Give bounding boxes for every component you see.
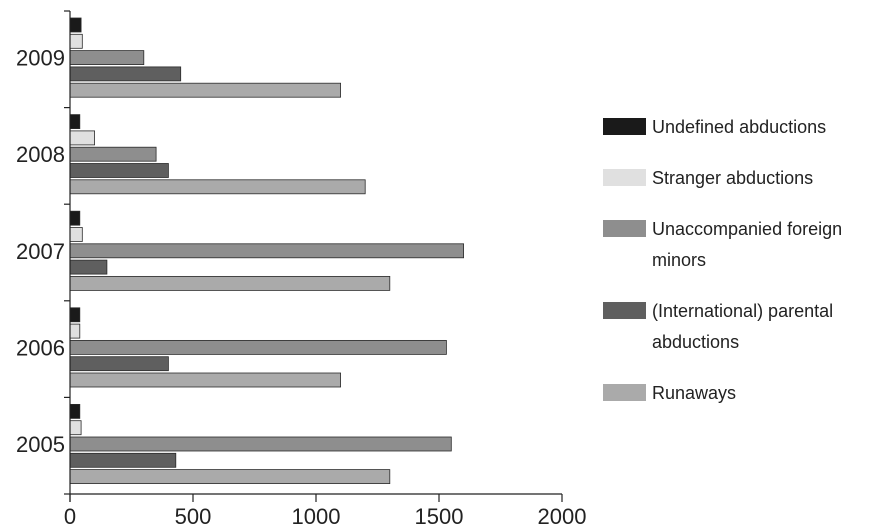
- bar-2005-stranger-abductions: [69, 420, 82, 436]
- legend-swatch-undefined-abductions: [603, 118, 646, 135]
- bar-2007-stranger-abductions: [69, 227, 83, 242]
- bar-2009-unaccompanied-foreign-minors: [69, 50, 145, 65]
- legend-item-undefined-abductions: Undefined abductions: [603, 112, 868, 143]
- bar-2008-unaccompanied-foreign-minors: [69, 146, 157, 162]
- bar-2006-international-parental-abductions: [69, 356, 169, 372]
- y-tick-label-2009: 2009: [16, 46, 65, 71]
- legend-label-parental-abductions: (International) parental abductions: [652, 301, 834, 352]
- legend-item-stranger-abductions: Stranger abductions: [603, 163, 868, 194]
- y-tick-label-2007: 2007: [16, 239, 65, 264]
- bar-2007-unaccompanied-foreign-minors: [69, 243, 465, 259]
- bar-2007-international-parental-abductions: [69, 259, 108, 275]
- y-tick-label-2006: 2006: [16, 335, 65, 360]
- bar-2005-unaccompanied-foreign-minors: [69, 436, 452, 452]
- bar-2007-undefined-abductions: [69, 210, 81, 226]
- bar-2008-stranger-abductions: [69, 130, 96, 146]
- legend-item-unaccompanied-foreign-minors: Unaccompanied foreign minors: [603, 214, 868, 276]
- bar-2006-undefined-abductions: [69, 307, 81, 323]
- bar-2009-runaways: [69, 82, 342, 98]
- legend-swatch-stranger-abductions: [603, 169, 646, 186]
- bar-2009-stranger-abductions: [69, 33, 83, 49]
- bar-2006-runaways: [69, 372, 342, 388]
- bar-2008-international-parental-abductions: [69, 163, 169, 178]
- legend-label-stranger-abductions: Stranger abductions: [652, 168, 814, 188]
- x-tick-label-1500: 1500: [415, 504, 464, 527]
- bar-2009-international-parental-abductions: [69, 66, 182, 82]
- legend-swatch-parental-abductions: [603, 302, 646, 319]
- bar-2005-runaways: [69, 469, 391, 485]
- legend-swatch-unaccompanied-foreign-minors: [603, 220, 646, 237]
- bar-2006-unaccompanied-foreign-minors: [69, 339, 447, 355]
- bar-2008-undefined-abductions: [69, 114, 81, 129]
- x-tick-label-500: 500: [175, 504, 212, 527]
- bar-2007-runaways: [69, 275, 391, 291]
- bar-2009-undefined-abductions: [69, 17, 82, 33]
- bar-2008-runaways: [69, 179, 366, 195]
- y-tick-label-2005: 2005: [16, 432, 65, 457]
- bar-2005-international-parental-abductions: [69, 452, 177, 468]
- x-tick-label-2000: 2000: [538, 504, 587, 527]
- y-tick-label-2008: 2008: [16, 142, 65, 167]
- legend: Undefined abductions Stranger abductions…: [603, 112, 868, 429]
- legend-item-parental-abductions: (International) parental abductions: [603, 296, 868, 358]
- bar-2005-undefined-abductions: [69, 403, 81, 419]
- x-tick-label-1000: 1000: [292, 504, 341, 527]
- x-tick-label-0: 0: [64, 504, 76, 527]
- legend-label-runaways: Runaways: [652, 383, 737, 403]
- legend-item-runaways: Runaways: [603, 378, 868, 409]
- bar-2006-stranger-abductions: [69, 323, 81, 339]
- legend-label-undefined-abductions: Undefined abductions: [652, 117, 827, 137]
- legend-swatch-runaways: [603, 384, 646, 401]
- legend-label-unaccompanied-foreign-minors: Unaccompanied foreign minors: [652, 219, 843, 270]
